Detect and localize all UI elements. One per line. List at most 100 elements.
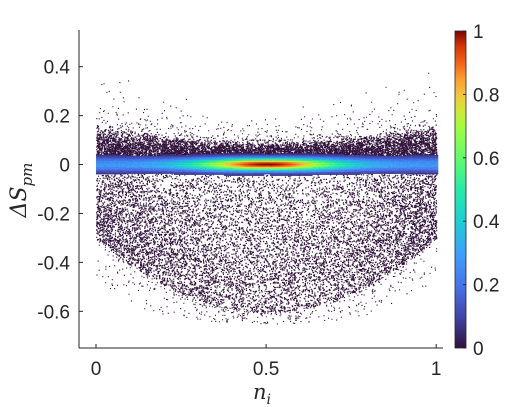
density-cell (384, 167, 387, 170)
density-cell (408, 172, 411, 175)
density-cell (252, 174, 255, 176)
density-cell (358, 155, 361, 157)
density-cell (238, 169, 241, 172)
density-cell (340, 162, 343, 165)
density-cell (156, 163, 159, 165)
density-cell (280, 157, 283, 160)
density-cell (200, 162, 203, 165)
density-cell (334, 173, 337, 175)
density-cell (404, 167, 407, 170)
density-cell (196, 170, 199, 172)
density-cell (232, 165, 235, 167)
density-cell (180, 171, 183, 174)
density-cell (256, 159, 259, 161)
density-cell (272, 162, 275, 164)
density-cell (132, 161, 135, 164)
density-cell (432, 154, 435, 157)
density-cell (246, 172, 249, 175)
density-cell (112, 169, 115, 172)
density-cell (264, 171, 267, 173)
density-cell (162, 163, 165, 165)
density-cell (356, 167, 359, 169)
density-cell (198, 153, 201, 156)
density-cell (204, 153, 207, 156)
density-cell (202, 167, 205, 169)
density-cell (292, 160, 295, 163)
density-cell (318, 171, 321, 174)
density-cell (114, 165, 117, 167)
density-cell (242, 153, 245, 155)
density-cell (334, 162, 337, 165)
density-cell (180, 170, 183, 172)
density-cell (254, 172, 257, 175)
density-cell (374, 157, 377, 159)
density-cell (218, 156, 221, 159)
density-cell (232, 169, 235, 172)
density-cell (236, 153, 239, 155)
density-cell (194, 167, 197, 169)
density-cell (434, 157, 437, 160)
density-cell (436, 172, 439, 175)
density-cell (198, 162, 201, 165)
density-cell (366, 155, 369, 158)
density-cell (232, 159, 235, 161)
density-cell (276, 166, 279, 169)
density-cell (400, 157, 403, 159)
density-cell (156, 161, 159, 164)
density-cell (358, 168, 361, 171)
density-cell (200, 159, 203, 162)
density-cell (372, 166, 375, 168)
density-cell (192, 155, 195, 157)
density-cell (424, 154, 427, 157)
density-cell (306, 160, 309, 163)
density-cell (138, 160, 141, 162)
density-cell (126, 164, 129, 167)
density-cell (288, 169, 291, 172)
density-cell (194, 170, 197, 172)
density-cell (336, 171, 339, 174)
density-cell (148, 157, 151, 159)
density-cell (432, 168, 435, 170)
density-cell (190, 164, 193, 166)
density-cell (350, 161, 353, 163)
density-cell (154, 169, 157, 171)
density-cell (338, 171, 341, 174)
density-cell (378, 169, 381, 171)
density-cell (368, 164, 371, 167)
density-cell (418, 159, 421, 161)
density-cell (290, 168, 293, 170)
density-cell (108, 172, 111, 175)
density-cell (324, 161, 327, 163)
density-cell (410, 169, 413, 172)
density-cell (392, 157, 395, 159)
density-cell (150, 172, 153, 174)
density-cell (236, 169, 239, 172)
density-cell (210, 168, 213, 171)
density-cell (260, 159, 263, 161)
density-cell (306, 157, 309, 160)
density-cell (116, 157, 119, 160)
density-cell (362, 157, 365, 159)
density-cell (384, 166, 387, 168)
density-cell (134, 160, 137, 162)
density-cell (252, 163, 255, 166)
density-cell (362, 167, 365, 170)
density-cell (310, 160, 313, 163)
density-cell (426, 166, 429, 169)
density-cell (436, 169, 439, 172)
density-cell (390, 161, 393, 164)
density-cell (182, 170, 185, 172)
density-cell (374, 172, 377, 174)
density-cell (240, 171, 243, 173)
density-cell (372, 157, 375, 159)
density-cell (104, 172, 107, 175)
density-cell (228, 171, 231, 173)
density-cell (130, 170, 133, 173)
density-cell (158, 163, 161, 165)
density-cell (386, 155, 389, 158)
density-cell (194, 164, 197, 166)
density-cell (420, 163, 423, 166)
density-cell (186, 164, 189, 166)
density-cell (408, 163, 411, 166)
density-cell (176, 173, 179, 175)
